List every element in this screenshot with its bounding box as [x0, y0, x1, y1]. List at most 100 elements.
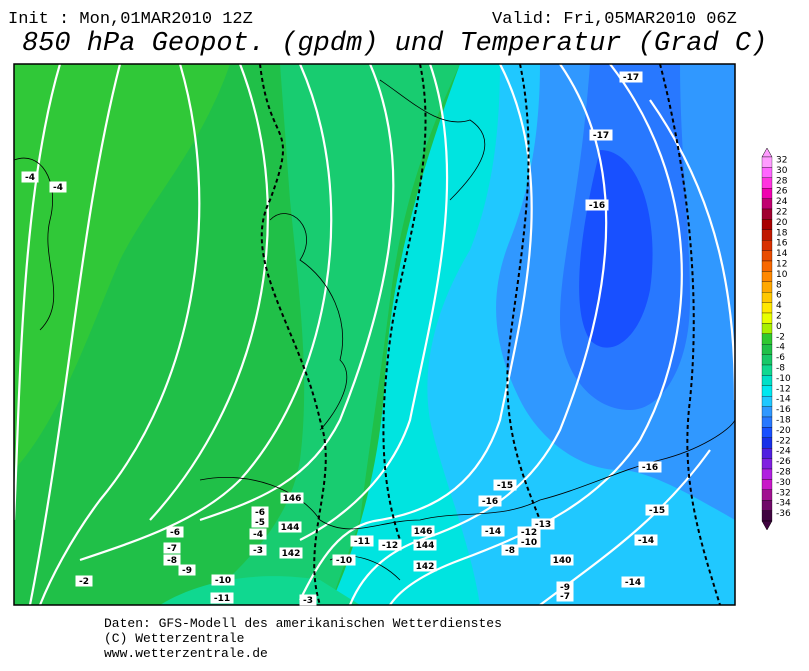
scale-label: -36	[776, 509, 791, 519]
label-box	[75, 575, 93, 587]
scale-label: 20	[776, 218, 788, 228]
color-scale: 32302826242220181614121086420-2-4-6-8-10…	[761, 147, 791, 531]
scale-swatch	[761, 188, 773, 199]
contour-label: -10	[215, 576, 231, 586]
scale-swatch	[761, 177, 773, 189]
label-box	[619, 71, 643, 83]
label-box	[210, 592, 234, 604]
scale-label: -20	[776, 426, 791, 436]
scale-label: 0	[776, 322, 782, 332]
label-box	[411, 525, 435, 537]
label-box	[378, 539, 402, 551]
contour-label: -12	[382, 541, 398, 551]
contour-label: 146	[414, 527, 433, 537]
scale-swatch	[761, 156, 773, 168]
scale-label: 4	[776, 301, 782, 311]
scale-swatch	[761, 468, 773, 480]
scale-label: 12	[776, 260, 787, 270]
label-box	[21, 171, 39, 183]
label-box	[251, 516, 269, 528]
scale-label: 32	[776, 156, 787, 166]
label-box	[621, 576, 645, 588]
scale-swatch	[761, 240, 773, 251]
label-box	[350, 535, 374, 547]
label-box	[413, 560, 437, 572]
scale-label: -34	[776, 499, 791, 509]
scale-label: -18	[776, 416, 791, 426]
contour-label: 140	[553, 556, 572, 566]
scale-swatch	[761, 292, 773, 303]
label-box	[279, 547, 303, 559]
label-box	[589, 129, 613, 141]
label-box	[585, 199, 609, 211]
scale-swatch	[761, 427, 773, 438]
scale-label: 16	[776, 239, 788, 249]
label-box	[531, 518, 555, 530]
contour-label: -14	[485, 527, 501, 537]
contour-label: -8	[167, 556, 177, 566]
scale-swatch	[761, 208, 773, 220]
contour-label: 144	[281, 523, 300, 533]
label-box	[163, 542, 181, 554]
label-box	[49, 181, 67, 193]
contour-label: 142	[416, 562, 435, 572]
contour-label: -4	[253, 530, 263, 540]
contour-label: -4	[25, 173, 35, 183]
scale-label: -6	[776, 353, 785, 363]
scale-label: -4	[776, 343, 785, 353]
scale-label: 14	[776, 249, 788, 259]
scale-swatch	[761, 396, 773, 407]
scale-label: 30	[776, 166, 788, 176]
scale-swatch	[761, 489, 773, 501]
label-box	[166, 526, 184, 538]
scale-swatch	[761, 344, 773, 355]
contour-label: -6	[170, 528, 180, 538]
title: 850 hPa Geopot. (gpdm) und Temperatur (G…	[22, 29, 767, 59]
label-box	[517, 536, 541, 548]
map-labels: -4-4-17-17-16-16-15-16-15-14-13-12-10-8-…	[21, 71, 669, 606]
scale-swatch	[761, 500, 773, 511]
scale-label: 22	[776, 208, 787, 218]
scale-label: -12	[776, 384, 791, 394]
scale-swatch	[761, 302, 773, 314]
contour-label: -16	[642, 463, 658, 473]
contour-label: -15	[649, 506, 665, 516]
scale-label: 28	[776, 176, 788, 186]
scale-label: -28	[776, 468, 791, 478]
contour-label: 144	[416, 541, 435, 551]
scale-swatch	[761, 375, 773, 386]
scale-label: -30	[776, 478, 791, 488]
contour-label: -13	[535, 520, 551, 530]
scale-arrow-bottom	[761, 520, 773, 531]
scale-swatch	[761, 448, 773, 459]
contour-label: -17	[593, 131, 609, 141]
scale-label: 8	[776, 280, 782, 290]
footer-line: Daten: GFS-Modell des amerikanischen Wet…	[104, 616, 502, 631]
contour-label: -2	[79, 577, 89, 587]
scale-swatch	[761, 510, 773, 522]
label-box	[501, 544, 519, 556]
footer-line: www.wetterzentrale.de	[104, 646, 268, 661]
scale-label: 24	[776, 197, 788, 207]
scale-label: -8	[776, 364, 785, 374]
label-box	[280, 492, 304, 504]
scale-swatch	[761, 364, 773, 376]
scale-swatch	[761, 219, 773, 230]
contour-label: -7	[167, 544, 177, 554]
label-box	[481, 525, 505, 537]
scale-label: -16	[776, 405, 791, 415]
scale-swatch	[761, 167, 773, 178]
label-box	[556, 581, 574, 593]
scale-label: 10	[776, 270, 788, 280]
contour-label: -16	[589, 201, 605, 211]
scale-swatch	[761, 312, 773, 324]
label-box	[517, 526, 541, 538]
label-box	[645, 504, 669, 516]
scale-swatch	[761, 271, 773, 282]
label-box	[299, 594, 317, 606]
contour-label: -15	[497, 481, 513, 491]
map-frame	[13, 63, 736, 606]
scale-label: -2	[776, 332, 785, 342]
contour-label: -3	[253, 546, 263, 556]
